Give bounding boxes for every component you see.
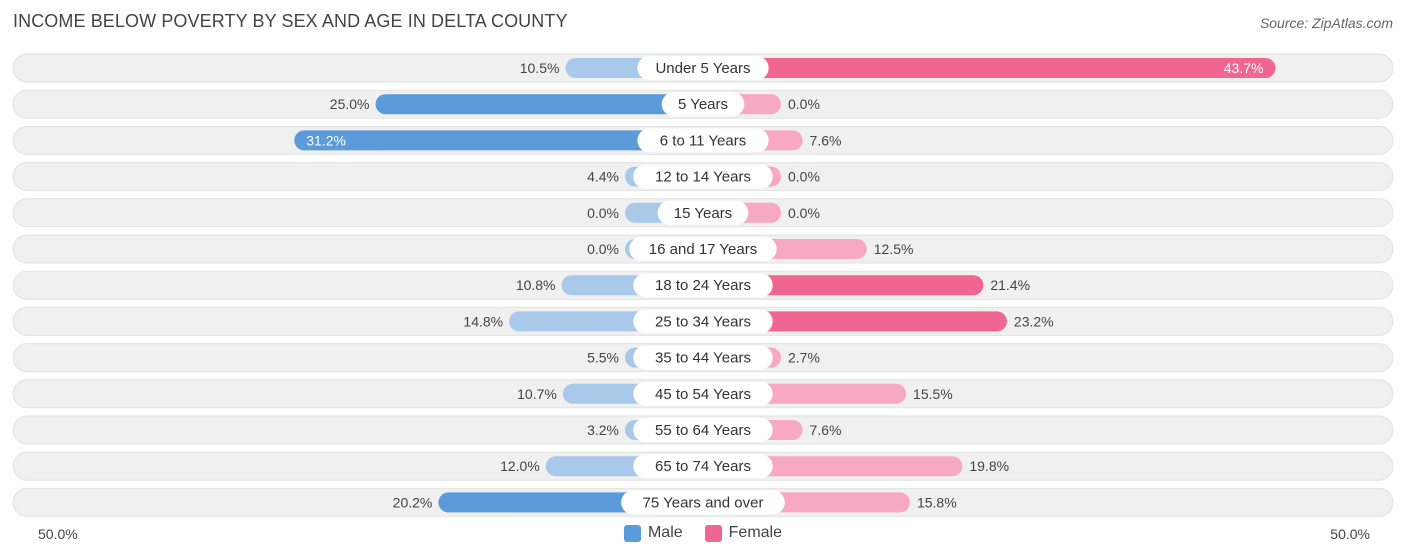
category-pill — [633, 418, 773, 442]
value-label-male: 20.2% — [393, 494, 433, 510]
value-label-female: 7.6% — [810, 422, 842, 438]
value-label-male: 31.2% — [306, 132, 346, 148]
category-pill — [621, 490, 785, 515]
axis-left-label: 50.0% — [38, 526, 78, 542]
male-swatch — [623, 524, 641, 542]
bar-female — [703, 58, 1276, 78]
category-pill — [633, 454, 773, 479]
value-label-male: 10.7% — [517, 386, 557, 402]
value-label-male: 12.0% — [500, 458, 540, 474]
category-label: 75 Years and over — [643, 494, 764, 511]
legend-male-label: Male — [647, 524, 683, 541]
axis-right-label: 50.0% — [1330, 526, 1370, 542]
category-label: 55 to 64 Years — [655, 422, 751, 439]
value-label-female: 15.5% — [913, 386, 953, 402]
category-pill — [637, 56, 769, 80]
value-label-male: 14.8% — [463, 313, 503, 329]
value-label-female: 12.5% — [874, 241, 914, 257]
value-label-male: 25.0% — [330, 96, 370, 112]
value-label-female: 21.4% — [990, 277, 1030, 293]
category-pill — [637, 128, 769, 153]
category-label: 25 to 34 Years — [655, 313, 751, 330]
value-label-male: 4.4% — [587, 169, 619, 185]
legend: Male Female — [0, 524, 1406, 542]
legend-female-label: Female — [728, 524, 783, 541]
bar-male — [375, 94, 703, 115]
value-label-male: 3.2% — [587, 422, 619, 438]
category-label: 16 and 17 Years — [649, 241, 757, 258]
value-label-female: 7.6% — [810, 132, 842, 148]
category-pill — [633, 345, 773, 370]
value-label-male: 10.5% — [520, 60, 560, 76]
bar-female — [703, 275, 984, 296]
female-swatch — [704, 524, 722, 542]
category-label: Under 5 Years — [655, 60, 750, 77]
value-label-female: 23.2% — [1014, 313, 1054, 329]
source-credit: Source: ZipAtlas.com — [1259, 15, 1393, 31]
value-label-female: 19.8% — [969, 458, 1009, 474]
value-label-male: 0.0% — [587, 205, 619, 221]
value-label-female: 0.0% — [788, 96, 820, 112]
category-label: 18 to 24 Years — [655, 277, 751, 294]
chart-title: INCOME BELOW POVERTY BY SEX AND AGE IN D… — [13, 11, 568, 31]
category-label: 65 to 74 Years — [655, 458, 751, 475]
bar-male — [294, 130, 703, 151]
category-label: 35 to 44 Years — [655, 350, 751, 367]
legend-item-female[interactable]: Female — [704, 524, 783, 542]
category-label: 5 Years — [678, 96, 728, 113]
value-label-male: 0.0% — [587, 241, 619, 257]
category-pill — [629, 237, 777, 261]
category-label: 45 to 54 Years — [655, 386, 751, 403]
bar-female — [703, 311, 1007, 332]
value-label-female: 15.8% — [917, 494, 957, 510]
category-pill — [633, 381, 773, 406]
category-pill — [633, 309, 773, 334]
legend-item-male[interactable]: Male — [623, 524, 683, 542]
value-label-male: 5.5% — [587, 350, 619, 366]
value-label-female: 0.0% — [788, 205, 820, 221]
category-pill — [661, 92, 745, 117]
category-label: 12 to 14 Years — [655, 169, 751, 186]
value-label-female: 2.7% — [788, 350, 820, 366]
category-pill — [633, 273, 773, 298]
category-pill — [633, 164, 773, 189]
category-pill — [657, 200, 749, 225]
value-label-female: 43.7% — [1224, 60, 1264, 76]
value-label-male: 10.8% — [516, 277, 556, 293]
value-label-female: 0.0% — [788, 169, 820, 185]
category-label: 15 Years — [674, 205, 732, 222]
category-label: 6 to 11 Years — [660, 132, 746, 149]
